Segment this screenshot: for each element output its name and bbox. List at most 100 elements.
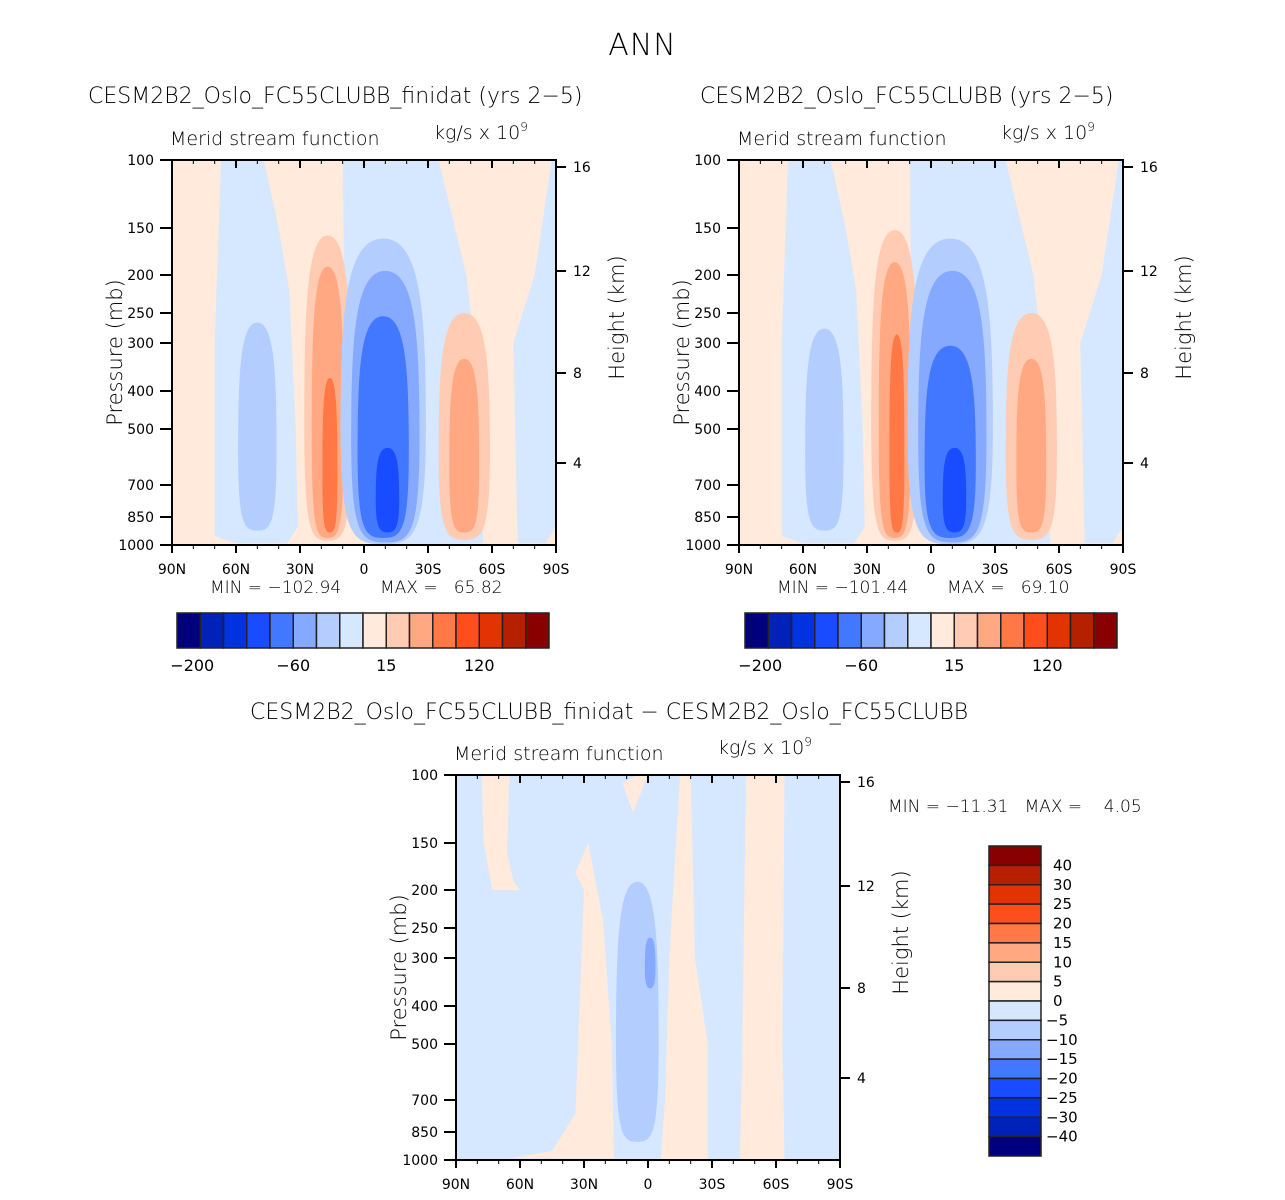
- colorbar-box: [292, 612, 318, 649]
- colorbar-label: 10: [1053, 953, 1072, 971]
- colorbar-box: [988, 1058, 1042, 1080]
- negative-cell-nh-midlat: [238, 322, 277, 531]
- panel-control: 90N 60N 30N 0 30S 60S 90S 100 150 200 250 300 400 500…: [670, 153, 1196, 578]
- colorbar-box: [1046, 612, 1072, 649]
- colorbar-box: [408, 612, 434, 649]
- y-tick-label: 1000: [118, 538, 154, 554]
- colorbar-box: [907, 612, 932, 649]
- y-tick-label: 200: [127, 268, 154, 284]
- max-label: MAX = 69.10: [947, 578, 1070, 598]
- colorbar-box: [362, 612, 387, 649]
- max-label: MAX = 65.82: [380, 578, 503, 598]
- y-tick-label: 850: [127, 510, 154, 526]
- colorbar-box: [814, 612, 839, 649]
- colorbar-label: −60: [276, 656, 310, 675]
- x-tick-label: 30N: [570, 1177, 598, 1193]
- x-tick-label: 90N: [442, 1177, 470, 1193]
- colorbar-label: 5: [1053, 973, 1063, 991]
- colorbar-box: [246, 612, 271, 649]
- y-tick-label: 300: [411, 951, 438, 967]
- contour-field: [456, 775, 840, 1160]
- diff-positive-eq-s: [660, 775, 708, 1160]
- x-tick-label: 60N: [789, 562, 817, 578]
- min-max-label: MIN = −11.31 MAX = 4.05: [888, 797, 1142, 817]
- min-label: MIN = −101.44: [777, 578, 909, 598]
- colorbar-box: [501, 612, 527, 649]
- x-tick-label: 30N: [853, 562, 881, 578]
- x-tick-label: 0: [644, 1177, 653, 1193]
- y-tick-label: 150: [694, 221, 721, 237]
- colorbar-box: [837, 612, 862, 649]
- y-right-tick-label: 4: [573, 456, 582, 472]
- colorbar-box: [1000, 612, 1025, 649]
- colorbar-label: −40: [1046, 1128, 1078, 1146]
- y-tick-label: 300: [694, 336, 721, 352]
- colorbar-label: 0: [1053, 992, 1063, 1010]
- contour-field: [739, 160, 1123, 545]
- hadley-nh-level3: [322, 377, 338, 533]
- colorbar-box: [988, 1039, 1042, 1060]
- y-right-tick-label: 8: [857, 981, 866, 997]
- y-tick-label: 250: [127, 306, 154, 322]
- y-axis-label: Pressure (mb): [387, 894, 411, 1041]
- colorbar-box: [988, 1135, 1042, 1157]
- colorbar-label: −25: [1046, 1089, 1078, 1107]
- colorbar-box: [767, 612, 793, 649]
- y-right-tick-label: 12: [857, 879, 875, 895]
- y-tick-label: 100: [411, 768, 438, 784]
- colorbar-box: [525, 612, 550, 649]
- colorbar-box: [883, 612, 909, 649]
- colorbar-label: 25: [1053, 895, 1072, 913]
- y-right-axis-label: Height (km): [1172, 255, 1196, 379]
- panel-title: CESM2B2_Oslo_FC55CLUBB (yrs 2−5): [700, 84, 1114, 109]
- y-right-tick-label: 16: [857, 775, 875, 791]
- colorbar-label: −20: [1046, 1070, 1078, 1088]
- units-exponent: 9: [1087, 120, 1095, 134]
- y-right-tick-label: 16: [1140, 160, 1158, 176]
- subtitle-units: kg/s x 109: [434, 120, 528, 144]
- units-text: kg/s x 10: [434, 122, 521, 144]
- colorbar-box: [988, 864, 1042, 886]
- x-tick-label: 90N: [725, 562, 753, 578]
- colorbar-label: 15: [1053, 934, 1072, 952]
- hadley-sh-level4: [375, 447, 400, 533]
- x-tick-label: 30S: [982, 562, 1009, 578]
- y-tick-label: 850: [411, 1125, 438, 1141]
- min-label: MIN = −102.94: [210, 578, 342, 598]
- y-tick-label: 850: [694, 510, 721, 526]
- x-tick-label: 60S: [763, 1177, 790, 1193]
- figure-title: ANN: [608, 28, 677, 63]
- colorbar-box: [988, 1116, 1042, 1138]
- panel-title: CESM2B2_Oslo_FC55CLUBB_finidat (yrs 2−5): [88, 84, 583, 109]
- colorbar-box: [176, 612, 201, 649]
- subtitle-units: kg/s x 109: [1001, 120, 1095, 144]
- colorbar: −200 −60 15 120: [170, 612, 550, 675]
- diff-positive-sh-mid: [739, 775, 785, 1160]
- y-right-tick-label: 12: [1140, 264, 1158, 280]
- y-tick-label: 500: [127, 422, 154, 438]
- x-tick-label: 90N: [158, 562, 186, 578]
- units-exponent: 9: [520, 120, 528, 134]
- colorbar-box: [339, 612, 364, 649]
- y-tick-label: 200: [411, 883, 438, 899]
- negative-cell-nh-midlat: [805, 328, 844, 531]
- colorbar-box: [988, 980, 1042, 1002]
- units-text: kg/s x 10: [718, 737, 805, 759]
- colorbar-box: [790, 612, 816, 649]
- x-tick-label: 60N: [222, 562, 250, 578]
- y-right-axis-label: Height (km): [605, 255, 629, 379]
- negative-band-sh-polar: [513, 160, 556, 544]
- colorbar-box: [976, 612, 1002, 649]
- colorbar-label: 15: [944, 656, 964, 675]
- y-tick-label: 200: [694, 268, 721, 284]
- y-tick-label: 100: [127, 153, 154, 169]
- units-text: kg/s x 10: [1001, 122, 1088, 144]
- colorbar-box: [988, 961, 1042, 983]
- colorbar-label: −15: [1046, 1050, 1078, 1068]
- panel-title: CESM2B2_Oslo_FC55CLUBB_finidat − CESM2B2…: [250, 700, 969, 725]
- colorbar-box: [988, 903, 1042, 925]
- colorbar-box: [988, 884, 1042, 905]
- colorbar-label: 120: [464, 656, 495, 675]
- subtitle-variable: Merid stream function: [170, 128, 380, 150]
